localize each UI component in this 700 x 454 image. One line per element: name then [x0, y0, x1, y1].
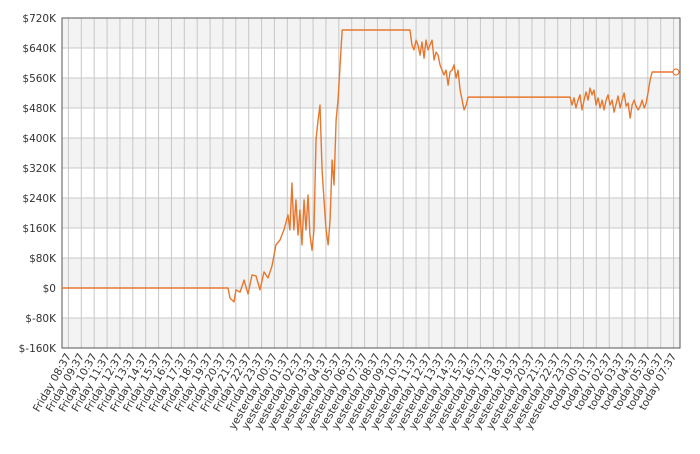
y-tick-label: $80K [29, 253, 57, 265]
y-tick-label: $0 [43, 283, 56, 295]
y-tick-label: $-80K [25, 313, 57, 325]
line [62, 29, 677, 303]
y-tick-label: $160K [22, 223, 57, 235]
grid-band [62, 198, 680, 228]
grid-band [62, 78, 680, 108]
y-tick-label: $480K [22, 103, 57, 115]
grid-band [62, 18, 680, 48]
grid-band [62, 138, 680, 168]
y-tick-label: $320K [22, 163, 57, 175]
end-marker [672, 68, 680, 76]
y-tick-label: $400K [22, 133, 57, 145]
y-tick-label: $640K [22, 43, 57, 55]
y-tick-label: $720K [22, 13, 57, 25]
y-tick-label: $560K [22, 73, 57, 85]
grid-band [62, 318, 680, 348]
y-tick-label: $-160K [19, 343, 58, 355]
y-tick-label: $240K [22, 193, 57, 205]
plot-frame [61, 17, 681, 349]
grid-band [62, 258, 680, 288]
